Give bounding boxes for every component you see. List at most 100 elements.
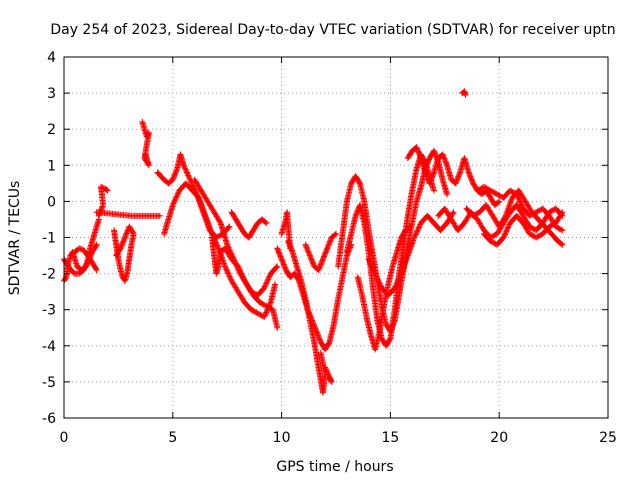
series-seg-t [365, 209, 457, 299]
data-point [395, 277, 402, 284]
data-point [552, 223, 559, 230]
data-point [488, 238, 495, 245]
data-point [273, 264, 280, 271]
data-point [217, 232, 224, 239]
data-point [325, 340, 332, 347]
data-point [450, 209, 457, 216]
data-point [253, 309, 260, 316]
data-point [396, 273, 403, 280]
data-point [415, 225, 422, 232]
data-point [533, 209, 540, 216]
data-point [490, 233, 497, 240]
data-point [516, 196, 523, 203]
data-point [393, 282, 400, 289]
data-point [533, 234, 540, 241]
data-point [93, 241, 100, 248]
data-point [548, 207, 555, 214]
data-point [224, 269, 231, 276]
data-point [254, 310, 261, 317]
data-point [328, 378, 335, 385]
series-seg-e [111, 223, 137, 284]
data-point [546, 223, 553, 230]
data-point [495, 199, 502, 206]
data-point [265, 304, 272, 311]
data-point [415, 224, 422, 231]
data-point [366, 257, 373, 264]
data-point [472, 211, 479, 218]
data-point [529, 225, 536, 232]
data-point [534, 233, 541, 240]
data-points [61, 88, 566, 396]
data-point [547, 222, 554, 229]
data-point [505, 224, 512, 231]
data-point [509, 189, 516, 196]
data-point [372, 272, 379, 279]
data-point [240, 274, 247, 281]
data-point [527, 212, 534, 219]
data-point [514, 194, 521, 201]
data-point [534, 208, 541, 215]
data-point [526, 230, 533, 237]
data-point [370, 266, 377, 273]
data-point [181, 165, 188, 172]
x-tick-label: 15 [381, 430, 399, 446]
series-seg-p [322, 364, 335, 385]
data-point [487, 187, 494, 194]
data-point [490, 189, 497, 196]
data-point [396, 274, 403, 281]
data-point [226, 223, 233, 230]
data-point [173, 193, 180, 200]
data-point [416, 222, 423, 229]
data-point [491, 189, 498, 196]
x-tick-label: 10 [273, 430, 291, 446]
data-point [169, 202, 176, 209]
chart-title: Day 254 of 2023, Sidereal Day-to-day VTE… [50, 22, 615, 38]
data-point [175, 190, 182, 197]
data-point [186, 175, 193, 182]
data-point [510, 189, 517, 196]
data-point [557, 226, 564, 233]
data-point [171, 199, 178, 206]
data-point [263, 279, 270, 286]
data-point [250, 308, 257, 315]
data-point [92, 265, 99, 272]
data-point [395, 276, 402, 283]
data-point [142, 151, 149, 158]
data-point [527, 224, 534, 231]
data-point [265, 274, 272, 281]
data-point [367, 260, 374, 267]
data-point [323, 367, 330, 374]
data-point [260, 301, 267, 308]
data-point [223, 267, 230, 274]
data-point [333, 230, 339, 237]
data-point [368, 263, 375, 270]
data-point [376, 280, 383, 287]
data-point [183, 169, 190, 176]
data-point [322, 364, 329, 371]
data-point [235, 264, 242, 271]
x-tick-label: 0 [60, 430, 69, 446]
data-point [263, 303, 270, 310]
data-point [262, 302, 269, 309]
data-point [526, 212, 533, 219]
data-point [174, 191, 181, 198]
data-point [515, 195, 522, 202]
data-point [249, 289, 256, 296]
data-point [412, 231, 419, 238]
data-point [443, 191, 450, 198]
data-point [62, 275, 69, 282]
data-point [496, 192, 503, 199]
data-point [181, 163, 188, 170]
data-point [261, 313, 268, 320]
data-point [324, 368, 331, 375]
data-point [483, 185, 490, 192]
data-point [371, 269, 378, 276]
data-point [227, 274, 234, 281]
data-point [182, 166, 189, 173]
data-point [331, 231, 338, 238]
data-point [365, 256, 372, 263]
data-point [103, 186, 110, 193]
data-point [171, 197, 178, 204]
data-point [262, 311, 269, 318]
